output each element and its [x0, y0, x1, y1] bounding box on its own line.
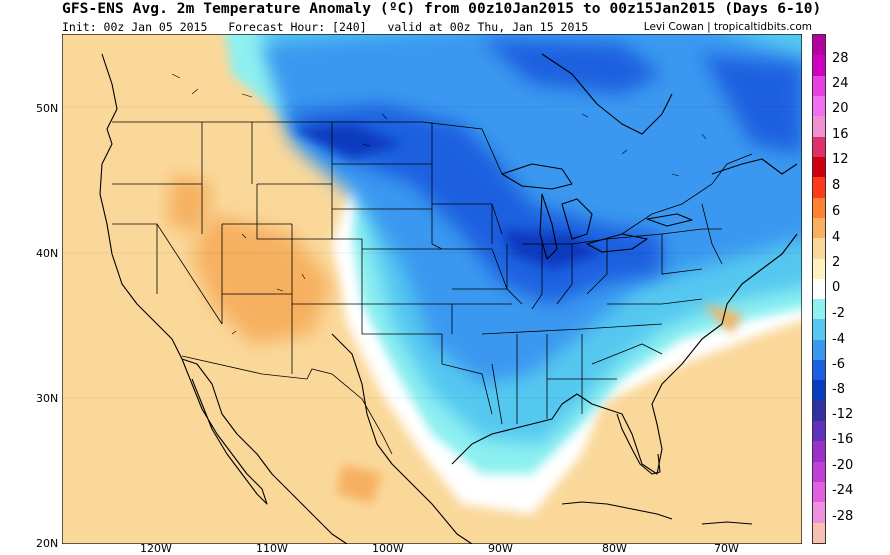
credit-text: Levi Cowan | tropicaltidbits.com [643, 21, 812, 33]
colorbar-swatch [813, 177, 825, 199]
colorbar-swatch [813, 197, 825, 219]
colorbar-swatch [813, 380, 825, 402]
colorbar-swatch [813, 461, 825, 483]
colorbar-swatch [813, 278, 825, 300]
colorbar-swatch [813, 35, 825, 56]
lat-label-50n: 50N [36, 102, 59, 115]
subtitle-left: Init: 00z Jan 05 2015 Forecast Hour: [24… [62, 20, 588, 34]
colorbar-swatch [813, 502, 825, 524]
colorbar-swatch [813, 258, 825, 280]
lat-label-40n: 40N [36, 247, 59, 260]
lat-label-30n: 30N [36, 392, 59, 405]
colorbar-label: -24 [832, 483, 854, 498]
colorbar-label: -16 [832, 432, 854, 447]
colorbar-label: 12 [832, 152, 849, 167]
colorbar-swatch [813, 441, 825, 463]
colorbar-label: 4 [832, 230, 841, 245]
colorbar-swatch [813, 238, 825, 259]
map-title: GFS-ENS Avg. 2m Temperature Anomaly (ºC)… [62, 1, 822, 17]
colorbar-swatch [813, 116, 825, 138]
grid-lines [62, 106, 802, 399]
colorbar-label: -12 [832, 407, 854, 422]
political-borders [112, 121, 753, 455]
colorbar-swatch [813, 75, 825, 97]
lon-label-110w: 110W [256, 542, 288, 555]
colorbar-label: 0 [832, 280, 841, 295]
colorbar-label: -8 [832, 382, 845, 397]
colorbar-swatch [813, 360, 825, 381]
colorbar-label: 6 [832, 204, 841, 219]
colorbar-label: -4 [832, 332, 845, 347]
lat-label-20n: 20N [36, 537, 59, 550]
colorbar-label: 2 [832, 255, 841, 270]
colorbar [812, 34, 826, 544]
valid-time: valid at 00z Thu, Jan 15 2015 [387, 20, 589, 34]
colorbar-swatch [813, 55, 825, 77]
colorbar-swatch [813, 95, 825, 117]
colorbar-swatch [813, 299, 825, 320]
colorbar-label: -28 [832, 509, 854, 524]
forecast-hour: Forecast Hour: [240] [228, 20, 367, 34]
colorbar-label: 16 [832, 127, 849, 142]
colorbar-swatch [813, 156, 825, 178]
lon-label-100w: 100W [372, 542, 404, 555]
lon-label-80w: 80W [602, 542, 627, 555]
colorbar-swatch [813, 319, 825, 341]
init-time: Init: 00z Jan 05 2015 [62, 20, 208, 34]
lon-label-120w: 120W [140, 542, 172, 555]
coastlines [99, 53, 798, 544]
colorbar-label: -6 [832, 357, 845, 372]
lake-marks [171, 73, 707, 335]
colorbar-swatch [813, 339, 825, 361]
colorbar-label: 28 [832, 51, 849, 66]
colorbar-swatch [813, 421, 825, 442]
lon-label-90w: 90W [488, 542, 513, 555]
colorbar-label: 8 [832, 178, 841, 193]
lon-label-70w: 70W [714, 542, 739, 555]
colorbar-swatch [813, 136, 825, 158]
anomaly-shading [62, 34, 802, 544]
colorbar-swatch [813, 217, 825, 239]
anomaly-map [62, 34, 802, 544]
colorbar-swatch [813, 400, 825, 422]
colorbar-label: 24 [832, 76, 849, 91]
colorbar-label: -2 [832, 306, 845, 321]
colorbar-label: 20 [832, 101, 849, 116]
colorbar-swatch [813, 522, 825, 544]
colorbar-swatch [813, 482, 825, 503]
colorbar-label: -20 [832, 458, 854, 473]
